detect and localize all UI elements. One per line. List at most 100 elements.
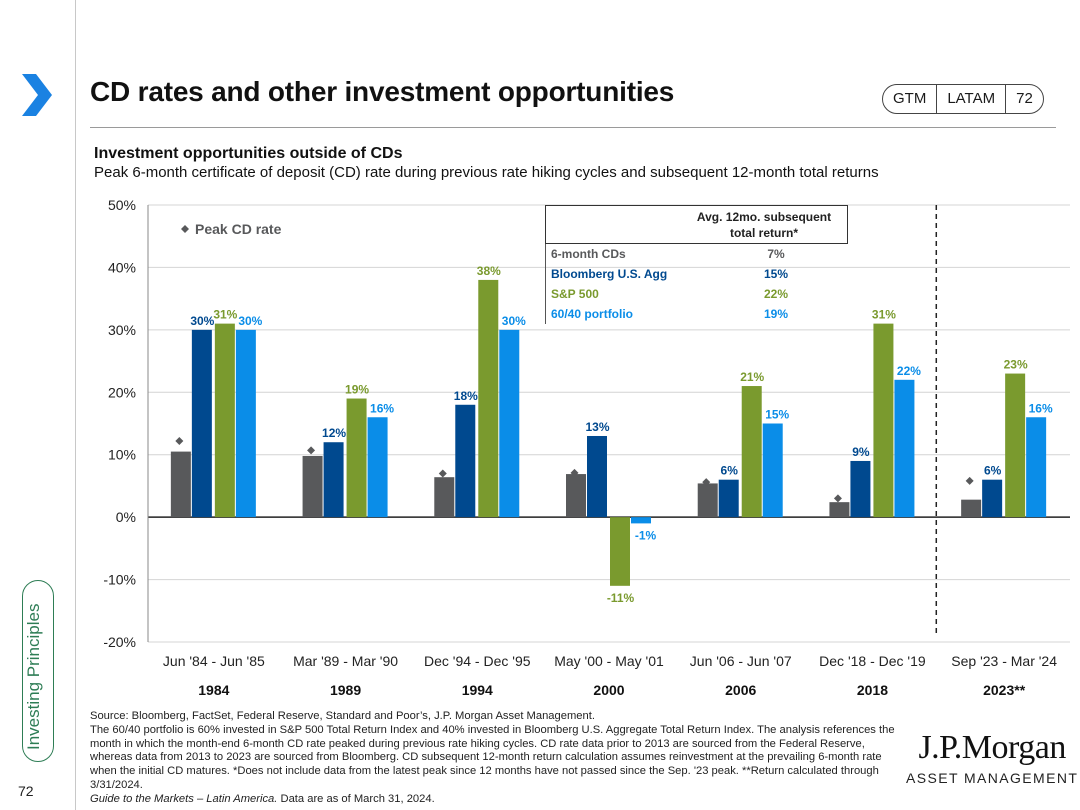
returns-table-header: Avg. 12mo. subsequent total return*: [545, 205, 848, 244]
bar-60-40-portfolio: [235, 329, 256, 518]
peak-cd-marker: [702, 478, 711, 487]
header-rule: [90, 127, 1056, 128]
data-label: 21%: [740, 370, 764, 384]
bar-6-month-cds: [697, 483, 718, 518]
sidebar-divider: [75, 0, 76, 810]
bar-6-month-cds: [961, 499, 982, 518]
data-label: 6%: [984, 464, 1002, 478]
logo-brand: J.P.Morgan: [918, 729, 1066, 766]
x-year-label: 2000: [593, 682, 624, 698]
bar-s-p-500: [610, 517, 630, 586]
bar-s-p-500: [741, 386, 762, 518]
x-tick-label: Dec '18 - Dec '19: [819, 653, 926, 669]
y-tick-label: -20%: [103, 634, 136, 650]
x-year-label: 1984: [198, 682, 229, 698]
returns-table-value: 7%: [767, 247, 785, 261]
returns-table-row: 6-month CDs 7%: [546, 244, 848, 264]
y-tick-label: 20%: [108, 384, 136, 400]
chevron-right-icon: [22, 74, 52, 116]
returns-table-label: 60/40 portfolio: [551, 307, 634, 321]
peak-cd-marker: [175, 436, 184, 445]
returns-table-row: S&P 500 22%: [546, 284, 848, 304]
data-label: 9%: [852, 445, 870, 459]
bar-60-40-portfolio: [1026, 417, 1047, 518]
jpmorgan-logo: J.P.Morgan ASSET MANAGEMENT: [906, 729, 1079, 787]
y-tick-label: 50%: [108, 197, 136, 213]
data-label: 16%: [370, 401, 394, 415]
x-year-label: 2018: [857, 682, 888, 698]
bar-6-month-cds: [566, 474, 586, 518]
bar-bloomberg-u-s-agg: [455, 404, 476, 518]
x-tick-label: Mar '89 - Mar '90: [293, 653, 398, 669]
badge-region: LATAM: [936, 85, 1005, 113]
data-label: -1%: [635, 528, 657, 542]
bar-s-p-500: [873, 323, 894, 518]
x-year-label: 1989: [330, 682, 361, 698]
returns-table-label: 6-month CDs: [551, 247, 626, 261]
bar-bloomberg-u-s-agg: [718, 479, 739, 518]
legend-diamond-icon: [181, 225, 189, 233]
data-label: 22%: [897, 364, 921, 378]
data-label: 18%: [454, 389, 478, 403]
returns-table-value: 15%: [763, 267, 789, 281]
x-year-label: 1994: [462, 682, 493, 698]
data-label: -11%: [607, 591, 635, 605]
x-tick-label: Sep '23 - Mar '24: [951, 653, 1057, 669]
y-tick-label: 10%: [108, 447, 136, 463]
data-label: 15%: [765, 408, 789, 422]
bar-s-p-500: [1005, 373, 1026, 518]
data-label: 31%: [213, 308, 237, 322]
bar-bloomberg-u-s-agg: [850, 460, 871, 518]
y-tick-label: 30%: [108, 322, 136, 338]
data-label: 30%: [190, 314, 214, 328]
returns-table-row: Bloomberg U.S. Agg 15%: [546, 264, 848, 284]
bar-chart: -20% -10% 0% 10% 20% 30% 40% 50% Jun '84 - Jun '…: [103, 197, 1070, 698]
source-footnote: Source: Bloomberg, FactSet, Federal Rese…: [90, 710, 900, 807]
returns-table-label: Bloomberg U.S. Agg: [551, 267, 668, 281]
as-of-date: Data are as of March 31, 2024.: [277, 792, 435, 805]
bar-bloomberg-u-s-agg: [587, 435, 607, 518]
returns-table-value: 22%: [763, 287, 789, 301]
peak-cd-marker: [570, 468, 579, 477]
section-label: Investing Principles: [24, 603, 43, 750]
data-label: 19%: [345, 383, 369, 397]
x-year-label: 2023**: [983, 682, 1026, 698]
peak-cd-marker: [438, 469, 447, 478]
methodology-note: The 60/40 portfolio is 60% invested in S…: [90, 723, 895, 791]
bar-bloomberg-u-s-agg: [191, 329, 212, 518]
source-line: Source: Bloomberg, FactSet, Federal Rese…: [90, 710, 595, 722]
peak-cd-marker: [833, 494, 842, 503]
bar-s-p-500: [478, 279, 499, 518]
returns-table-value: 19%: [763, 307, 789, 321]
data-label: 6%: [721, 464, 739, 478]
section-tab: [22, 580, 54, 762]
returns-table-header-text: Avg. 12mo. subsequent total return*: [684, 209, 844, 241]
y-tick-label: -10%: [103, 572, 136, 588]
data-label: 23%: [1004, 358, 1028, 372]
bar-bloomberg-u-s-agg: [982, 479, 1003, 518]
bar-60-40-portfolio: [762, 423, 783, 518]
x-tick-label: Jun '84 - Jun '85: [163, 653, 265, 669]
legend-peak-cd-rate: Peak CD rate: [195, 221, 282, 237]
guide-title: Guide to the Markets – Latin America.: [90, 792, 278, 805]
data-label: 30%: [502, 314, 526, 328]
logo-subtitle: ASSET MANAGEMENT: [906, 770, 1079, 786]
data-label: 12%: [322, 426, 346, 440]
y-tick-label: 40%: [108, 259, 136, 275]
returns-table-header-line1: Avg. 12mo. subsequent: [696, 210, 832, 224]
page-number: 72: [18, 783, 34, 799]
returns-table: Avg. 12mo. subsequent total return* 6-mo…: [545, 205, 848, 324]
y-tick-label: 0%: [116, 509, 136, 525]
x-year-label: 2006: [725, 682, 756, 698]
gtm-badge: GTM LATAM 72: [882, 84, 1044, 114]
bar-6-month-cds: [434, 477, 455, 518]
x-tick-label: May '00 - May '01: [554, 653, 664, 669]
x-tick-label: Dec '94 - Dec '95: [424, 653, 531, 669]
bar-6-month-cds: [302, 455, 323, 518]
bar-s-p-500: [214, 323, 235, 518]
badge-page: 72: [1005, 85, 1043, 113]
data-label: 30%: [238, 314, 262, 328]
bar-bloomberg-u-s-agg: [323, 442, 344, 518]
data-label: 13%: [585, 420, 609, 434]
returns-table-label: S&P 500: [551, 287, 599, 301]
